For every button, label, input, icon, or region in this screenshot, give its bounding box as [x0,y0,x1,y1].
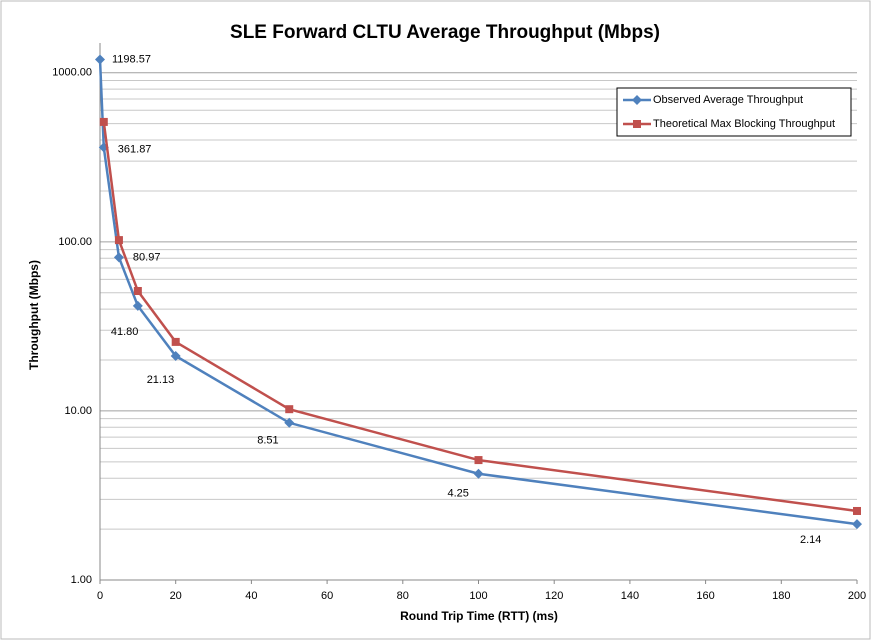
legend-marker [632,95,642,105]
x-tick-label: 40 [245,590,257,602]
legend-label: Theoretical Max Blocking Throughput [653,118,835,130]
x-tick-label: 100 [469,590,487,602]
data-label: 361.87 [118,143,152,155]
chart-title: SLE Forward CLTU Average Throughput (Mbp… [230,22,660,43]
y-tick-label: 1.00 [71,574,92,586]
y-tick-label: 100.00 [58,236,92,248]
x-tick-label: 180 [772,590,790,602]
x-tick-label: 60 [321,590,333,602]
x-tick-label: 200 [848,590,866,602]
data-label: 21.13 [147,374,175,386]
series-line [98,59,858,526]
marker [474,456,483,465]
marker [285,405,294,414]
marker [170,350,181,361]
marker [284,417,295,428]
data-label: 2.14 [800,534,821,546]
x-tick-label: 140 [621,590,639,602]
y-tick-label: 1000.00 [52,67,92,79]
data-label: 8.51 [257,435,278,447]
x-tick-label: 160 [696,590,714,602]
y-tick-label: 10.00 [64,405,92,417]
marker [99,117,108,126]
data-label: 4.25 [448,488,469,500]
x-tick-label: 0 [97,590,103,602]
data-label: 1198.57 [112,53,151,65]
legend-marker [633,120,641,128]
marker [853,506,861,515]
marker [114,236,123,245]
marker [171,337,180,346]
data-label: 80.97 [133,251,161,263]
legend-label: Observed Average Throughput [653,94,803,106]
marker [113,252,124,263]
x-tick-label: 120 [545,590,563,602]
marker [132,300,143,311]
marker [133,287,142,296]
data-label: 41.80 [111,326,139,338]
x-tick-label: 20 [170,590,182,602]
marker [852,519,862,530]
y-axis-title: Throughput (Mbps) [27,260,41,370]
x-tick-label: 80 [397,590,409,602]
x-axis-title: Round Trip Time (RTT) (ms) [400,609,558,623]
legend-box [616,87,852,137]
marker [95,54,105,65]
marker [473,468,484,479]
